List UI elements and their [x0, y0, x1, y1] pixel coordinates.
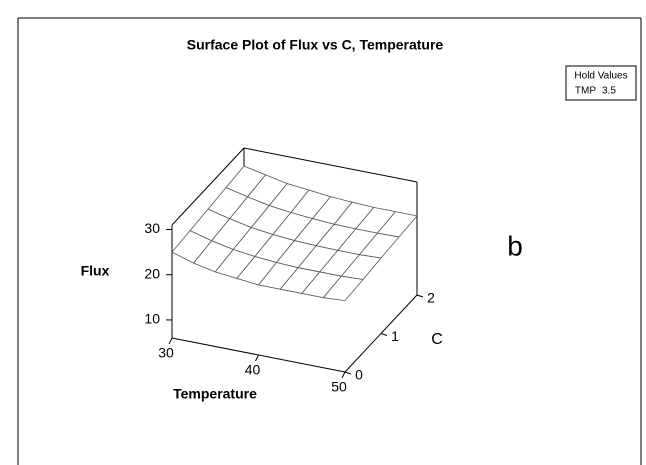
z-tick-label: 20 [144, 265, 160, 281]
hold-value: 3.5 [602, 86, 616, 97]
y-tick [380, 333, 388, 336]
hold-box [565, 65, 637, 101]
surface-cell [322, 275, 364, 302]
y-tick-label: 0 [355, 367, 363, 383]
z-tick-label: 30 [144, 220, 160, 236]
chart-title: Surface Plot of Flux vs C, Temperature [187, 37, 444, 53]
x-tick [341, 371, 346, 379]
x-tick [168, 337, 173, 345]
hold-title: Hold Values [574, 71, 627, 82]
x-tick-label: 50 [331, 379, 347, 395]
y-tick [344, 371, 352, 375]
box-edge [171, 147, 245, 226]
z-tick-label: 10 [144, 311, 160, 327]
y-tick [416, 294, 424, 298]
y-axis-label: C [431, 331, 443, 348]
y-tick-label: 2 [427, 290, 435, 306]
x-axis-label: Temperature [173, 386, 257, 402]
box-edge [243, 147, 418, 183]
y-tick-label: 1 [391, 328, 399, 344]
x-tick-label: 30 [158, 345, 174, 361]
hold-name: TMP [575, 86, 596, 97]
annotation: b [507, 230, 523, 261]
x-tick-label: 40 [245, 362, 261, 378]
z-axis-label: Flux [81, 263, 110, 279]
x-tick [255, 354, 259, 362]
